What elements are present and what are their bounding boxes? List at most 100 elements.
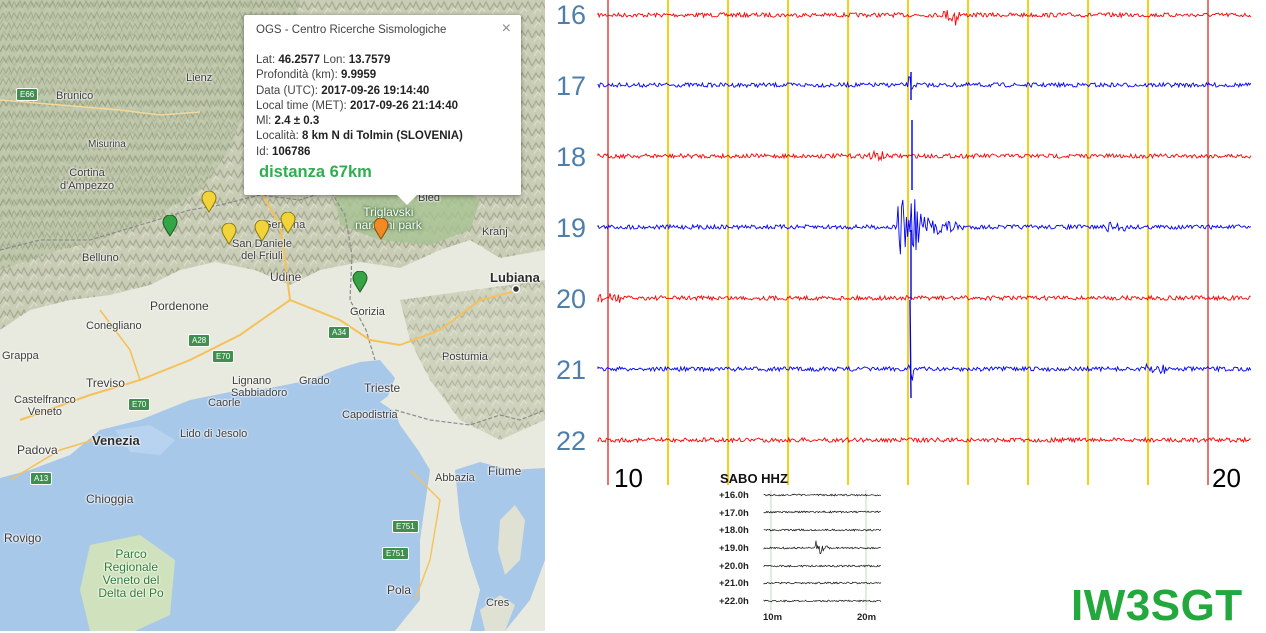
seismogram-canvas [597,0,1252,485]
local-time-value: 2017-09-26 21:14:40 [349,99,459,112]
map-label-udine: Udine [270,270,302,284]
map-label-grado: Grado [299,375,330,387]
road-badge-a13: A13 [30,472,53,485]
close-icon[interactable]: × [501,20,511,37]
popup-row-depth: Profondità (km): 9.9959 [256,68,463,83]
inset-trace [763,564,881,568]
inset-trace [763,493,882,497]
map-label-bled: Bled [418,192,441,204]
map-label-grappa: Grappa [2,350,39,362]
magnitude-value: 2.4 ± 0.3 [274,115,320,128]
inset-canvas [763,490,882,610]
inset-row-label: +18.0h [719,525,749,536]
map-label-sabbiadoro: Sabbiadoro [231,387,288,399]
marker-green-icon[interactable] [352,271,368,293]
hour-label-17: 17 [556,71,587,101]
inset-row-label: +17.0h [719,508,749,519]
map-label-capodistria: Capodistria [342,409,398,421]
hour-label-20: 20 [556,284,587,314]
map-label-lignano: Lignano [232,375,272,387]
inset-row-label: +16.0h [719,490,749,501]
hour-label-22: 22 [556,426,587,456]
depth-label: Profondità (km): [256,69,338,82]
map-label-san-daniele: San Daniele del Friuli [232,238,292,262]
popup-row-id: Id: 106786 [256,145,463,160]
seismogram-trace [597,436,1251,444]
inset-trace [763,510,881,514]
hour-label-21: 21 [556,355,587,385]
map-label-chioggia: Chioggia [86,492,134,506]
minute-label-start: 10 [614,463,643,493]
map-label-padova: Padova [17,443,58,457]
map-label-pordenone: Pordenone [150,299,209,313]
ljubljana-dot [511,284,521,294]
inset-row-label: +20.0h [719,561,749,572]
map-label-abbazia: Abbazia [435,472,475,484]
seismogram-trace [597,76,1252,91]
map-label-brunico: Brunico [56,90,94,102]
station-callsign: IW3SGT [1071,581,1243,630]
marker-yellow-icon[interactable] [201,191,217,213]
hour-label-16: 16 [556,0,587,30]
map-label-conegliano: Conegliano [86,320,142,332]
seismogram-panel: 16 17 18 19 20 21 22 10 20 [545,0,1266,631]
distance-text: distanza 67km [259,163,372,181]
popup-row-utc: Data (UTC): 2017-09-26 19:14:40 [256,84,463,99]
popup-row-location: Località: 8 km N di Tolmin (SLOVENIA) [256,129,463,144]
road-badge-e70-south: E70 [128,398,151,411]
map-label-fiume: Fiume [488,464,522,478]
id-label: Id: [256,145,269,158]
road-badge-e70-north: E70 [212,350,235,363]
magnitude-label: Ml: [256,115,272,128]
hour-label-18: 18 [556,142,587,172]
map-label-belluno: Belluno [82,252,119,264]
popup-row-magnitude: Ml: 2.4 ± 0.3 [256,114,463,129]
inset-row-label: +19.0h [719,543,749,554]
map-label-cortina: Cortina d'Ampezzo [60,167,115,192]
utc-value: 2017-09-26 19:14:40 [321,84,430,97]
popup-title: OGS - Centro Ricerche Sismologiche [256,24,447,36]
location-value: 8 km N di Tolmin (SLOVENIA) [302,130,463,143]
map-label-trieste: Trieste [364,381,401,395]
seismogram-trace [597,199,1252,255]
road-badge-e751-north: E751 [392,520,419,533]
map-label-ljubljana: Lubiana [490,270,540,285]
popup-row-coordinates: Lat: 46.2577 Lon: 13.7579 [256,53,463,68]
map-label-pola: Pola [387,583,412,597]
marker-yellow-icon[interactable] [221,223,237,245]
inset-trace [763,540,881,555]
inset-row-label: +21.0h [719,578,749,589]
inset-trace [763,599,882,603]
map-label-lienz: Lienz [186,72,213,84]
marker-epicenter-icon[interactable] [373,218,389,240]
map-label-treviso: Treviso [86,376,125,390]
map-label-rovigo: Rovigo [4,531,42,545]
marker-yellow-icon[interactable] [254,220,270,242]
location-label: Località: [256,130,299,143]
hour-label-19: 19 [556,213,587,243]
local-time-label: Local time (MET): [256,99,347,112]
popup-tail [397,195,417,205]
inset-trace [763,528,882,532]
map-label-lido-di-jesolo: Lido di Jesolo [180,428,248,440]
depth-value: 9.9959 [341,69,377,82]
seismogram-trace [597,10,1252,26]
road-badge-e751-south: E751 [382,547,409,560]
map-panel[interactable]: Lienz E66 Brunico Misurina Cortina d'Amp… [0,0,545,631]
road-badge-e66: E66 [16,88,39,101]
map-label-gorizia: Gorizia [350,306,385,318]
seismogram-trace [597,362,1252,381]
marker-yellow-icon[interactable] [280,212,296,234]
map-label-castelfranco: Castelfranco Veneto [14,394,76,418]
map-label-misurina: Misurina [88,139,126,150]
marker-green-icon[interactable] [162,215,178,237]
minute-label-end: 20 [1212,463,1241,493]
seismogram-trace [597,293,1251,304]
map-label-venezia: Venezia [92,433,140,448]
inset-trace [763,581,882,585]
road-badge-a34: A34 [328,326,351,339]
lon-value: 13.7579 [348,54,391,66]
map-label-delta-po-park: Parco Regionale Veneto del Delta del Po [98,547,164,600]
seismogram-trace [597,149,1252,163]
earthquake-info-popup: OGS - Centro Ricerche Sismologiche × Lat… [244,15,521,205]
